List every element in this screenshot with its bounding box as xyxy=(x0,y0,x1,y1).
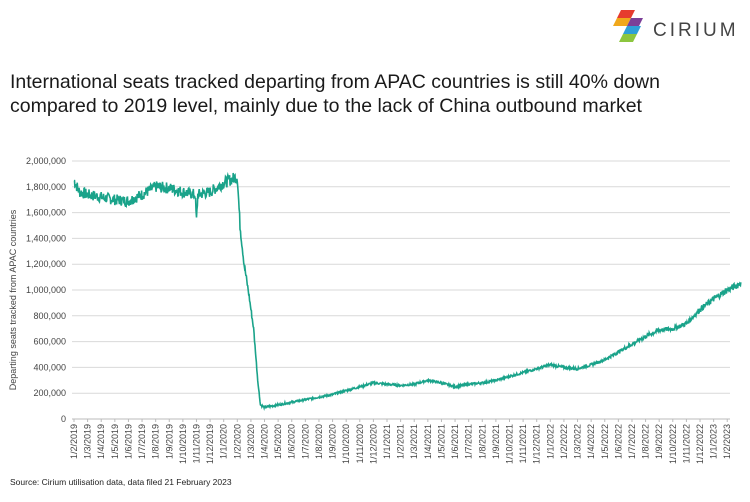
x-tick-label: 1/9/2019 xyxy=(164,424,174,459)
x-tick-label: 1/12/2022 xyxy=(695,424,705,464)
x-tick-label: 1/3/2019 xyxy=(83,424,93,459)
x-tick-label: 1/1/2022 xyxy=(545,424,555,459)
x-tick-label: 1/5/2021 xyxy=(436,424,446,459)
y-tick-label: 2,000,000 xyxy=(26,156,66,166)
x-tick-label: 1/6/2019 xyxy=(123,424,133,459)
x-tick-label: 1/2/2022 xyxy=(559,424,569,459)
y-tick-label: 800,000 xyxy=(33,311,66,321)
y-tick-label: 0 xyxy=(61,414,66,424)
x-tick-label: 1/12/2021 xyxy=(532,424,542,464)
brand-name: CIRIUM xyxy=(653,20,739,41)
x-tick-label: 1/7/2020 xyxy=(300,424,310,459)
y-tick-label: 1,000,000 xyxy=(26,285,66,295)
x-tick-label: 1/7/2019 xyxy=(137,424,147,459)
x-tick-label: 1/2/2019 xyxy=(69,424,79,459)
x-tick-label: 1/9/2020 xyxy=(328,424,338,459)
x-tick-label: 1/7/2021 xyxy=(464,424,474,459)
x-tick-label: 1/6/2022 xyxy=(613,424,623,459)
y-tick-label: 400,000 xyxy=(33,362,66,372)
chart-title: International seats tracked departing fr… xyxy=(10,70,745,118)
x-tick-label: 1/11/2021 xyxy=(518,424,528,463)
y-tick-label: 1,600,000 xyxy=(26,208,66,218)
x-axis-ticks: 1/2/2019 1/3/2019 1/4/2019 1/5/2019 1/6/2019… xyxy=(69,419,732,464)
y-tick-label: 1,200,000 xyxy=(26,259,66,269)
x-tick-label: 1/8/2022 xyxy=(641,424,651,459)
y-axis-label: Departing seats tracked from APAC countr… xyxy=(8,209,18,390)
title-line-2: compared to 2019 level, mainly due to th… xyxy=(10,95,642,117)
x-tick-label: 1/9/2022 xyxy=(654,424,664,459)
x-tick-label: 1/9/2021 xyxy=(491,424,501,459)
x-tick-label: 1/1/2023 xyxy=(709,424,719,459)
x-tick-label: 1/3/2022 xyxy=(573,424,583,459)
y-axis-ticks: 0 200,000 400,000 600,000 800,000 1,000,000 1,… xyxy=(26,156,66,424)
y-tick-label: 200,000 xyxy=(33,388,66,398)
series-line-departing-seats xyxy=(73,171,742,412)
x-tick-label: 1/4/2021 xyxy=(423,424,433,459)
x-tick-label: 1/5/2020 xyxy=(273,424,283,459)
y-tick-label: 600,000 xyxy=(33,337,66,347)
x-tick-label: 1/11/2019 xyxy=(191,424,201,463)
x-tick-label: 1/7/2022 xyxy=(627,424,637,459)
x-tick-label: 1/8/2021 xyxy=(477,424,487,459)
source-note: Source: Cirium utilisation data, data fi… xyxy=(10,477,232,487)
x-tick-label: 1/2/2023 xyxy=(722,424,732,459)
x-tick-label: 1/11/2020 xyxy=(355,424,365,463)
title-line-1: International seats tracked departing fr… xyxy=(10,71,660,93)
x-tick-label: 1/12/2019 xyxy=(205,424,215,464)
y-tick-label: 1,400,000 xyxy=(26,233,66,243)
x-tick-label: 1/2/2021 xyxy=(396,424,406,459)
x-tick-label: 1/8/2019 xyxy=(151,424,161,459)
x-tick-label: 1/5/2019 xyxy=(110,424,120,459)
x-tick-label: 1/1/2021 xyxy=(382,424,392,459)
x-tick-label: 1/4/2022 xyxy=(586,424,596,459)
cirium-logo: CIRIUM xyxy=(613,8,743,46)
grid-lines xyxy=(72,160,730,394)
x-tick-label: 1/4/2020 xyxy=(260,424,270,459)
x-tick-label: 1/8/2020 xyxy=(314,424,324,459)
x-tick-label: 1/1/2020 xyxy=(219,424,229,459)
x-tick-label: 1/11/2022 xyxy=(681,424,691,463)
x-tick-label: 1/10/2019 xyxy=(178,424,188,464)
x-tick-label: 1/10/2021 xyxy=(504,424,514,464)
x-tick-label: 1/10/2022 xyxy=(668,424,678,464)
x-tick-label: 1/3/2021 xyxy=(409,424,419,459)
x-tick-label: 1/5/2022 xyxy=(600,424,610,459)
x-tick-label: 1/12/2020 xyxy=(368,424,378,464)
x-tick-label: 1/6/2020 xyxy=(287,424,297,459)
y-tick-label: 1,800,000 xyxy=(26,182,66,192)
x-tick-label: 1/10/2020 xyxy=(341,424,351,464)
x-tick-label: 1/4/2019 xyxy=(96,424,106,459)
x-tick-label: 1/2/2020 xyxy=(232,424,242,459)
x-tick-label: 1/6/2021 xyxy=(450,424,460,459)
cirium-logo-icon xyxy=(613,10,643,42)
x-tick-label: 1/3/2020 xyxy=(246,424,256,459)
